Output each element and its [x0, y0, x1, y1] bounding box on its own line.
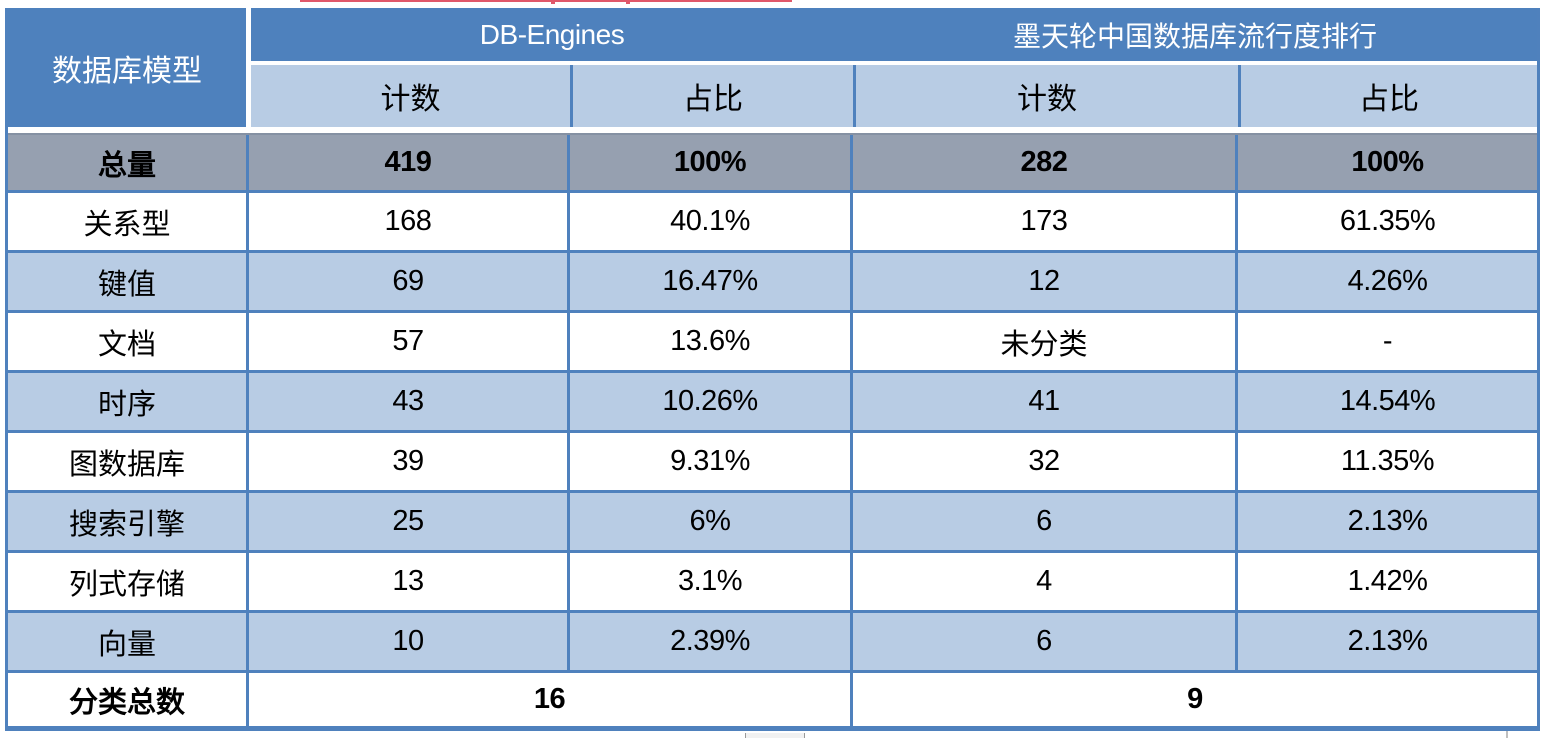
cell-value: 61.35% [1339, 205, 1436, 237]
database-model-comparison-table: 数据库模型 DB-Engines 墨天轮中国数据库流行度排行 计数 占比 计数 … [5, 8, 1540, 731]
table-header: 数据库模型 DB-Engines 墨天轮中国数据库流行度排行 计数 占比 计数 … [8, 8, 1537, 133]
sub-header-row: 计数 占比 计数 占比 [251, 65, 1537, 127]
cell-value: 282 [853, 135, 1238, 190]
row-label: 时序 [8, 373, 249, 430]
cell-value: 43 [249, 373, 570, 430]
cell-value: 1.42% [1347, 565, 1428, 597]
row-label: 总量 [8, 135, 249, 190]
row-label: 分类总数 [8, 673, 249, 726]
row-label: 文档 [8, 313, 249, 370]
sub-header-count-db: 计数 [380, 83, 441, 116]
cell-value: 25 [249, 493, 570, 550]
cell-value: 10 [249, 613, 570, 670]
header-body-divider [8, 127, 1537, 133]
cell-value: 57 [249, 313, 570, 370]
cell-value: 11.35% [1340, 445, 1435, 477]
cell-value: 10.26% [570, 373, 853, 430]
cell-value: 40.1% [570, 193, 853, 250]
table-row-vector: 向量 10 2.39% 6 2.13% [8, 613, 1537, 673]
sub-header-share-db: 占比 [570, 65, 853, 127]
row-label: 列式存储 [8, 553, 249, 610]
cell-value: 173 [853, 193, 1238, 250]
cell-value: 4.26% [1347, 265, 1428, 297]
group-header-motianlun: 墨天轮中国数据库流行度排行 [1012, 21, 1377, 53]
cropped-red-text-artifact [626, 0, 630, 4]
cell-value: 100% [570, 135, 853, 190]
cell-value: 16.47% [570, 253, 853, 310]
cell-value: 12 [853, 253, 1238, 310]
cell-value: 14.54% [1339, 385, 1436, 417]
group-header-db-engines: DB-Engines [479, 18, 625, 50]
cell-value: 32 [853, 433, 1238, 490]
corner-header-cell: 数据库模型 [8, 8, 246, 127]
cell-value: 3.1% [570, 553, 853, 610]
cell-value: 41 [853, 373, 1238, 430]
cell-value: 69 [249, 253, 570, 310]
cell-value: 4 [853, 553, 1238, 610]
cell-value: 2.13% [1347, 625, 1428, 657]
table-row-relational: 关系型 168 40.1% 173 61.35% [8, 193, 1537, 253]
cell-value: 2.13% [1347, 505, 1428, 537]
cropped-content-artifact [1506, 731, 1508, 738]
row-label: 向量 [8, 613, 249, 670]
table-row-columnar: 列式存储 13 3.1% 4 1.42% [8, 553, 1537, 613]
cell-value: 13 [249, 553, 570, 610]
row-label: 搜索引擎 [8, 493, 249, 550]
cropped-red-text-artifact [300, 0, 792, 2]
header-right-region: DB-Engines 墨天轮中国数据库流行度排行 计数 占比 计数 占比 [251, 8, 1537, 127]
cell-value: 6 [853, 613, 1238, 670]
group-header-row: DB-Engines 墨天轮中国数据库流行度排行 [251, 8, 1537, 61]
cell-db-engines-category-total: 16 [249, 673, 853, 726]
row-label: 键值 [8, 253, 249, 310]
table-row-search-engine: 搜索引擎 25 6% 6 2.13% [8, 493, 1537, 553]
cell-value: 6 [853, 493, 1238, 550]
table-row-graph: 图数据库 39 9.31% 32 11.35% [8, 433, 1537, 493]
table-row-key-value: 键值 69 16.47% 12 4.26% [8, 253, 1537, 313]
cell-value: 419 [249, 135, 570, 190]
header-divider [251, 61, 1537, 65]
cell-value: 6% [570, 493, 853, 550]
row-label: 图数据库 [8, 433, 249, 490]
cell-value: 39 [249, 433, 570, 490]
cell-value: 13.6% [570, 313, 853, 370]
cell-value: 未分类 [853, 313, 1238, 370]
table-row-document: 文档 57 13.6% 未分类 - [8, 313, 1537, 373]
cell-value: - [1382, 325, 1393, 357]
table-row-category-total: 分类总数 16 9 [8, 673, 1537, 726]
row-label: 关系型 [8, 193, 249, 250]
cropped-red-text-artifact [551, 0, 555, 4]
sub-header-count-mt: 计数 [853, 65, 1238, 127]
cropped-content-artifact [745, 733, 805, 738]
table-row-time-series: 时序 43 10.26% 41 14.54% [8, 373, 1537, 433]
cell-value: 2.39% [570, 613, 853, 670]
cell-value: 168 [249, 193, 570, 250]
sub-header-share-mt: 占比 [1238, 65, 1537, 127]
cell-motianlun-category-total: 9 [1187, 683, 1203, 715]
cell-value: 9.31% [570, 433, 853, 490]
cell-value: 100% [1351, 146, 1424, 178]
table-row-total: 总量 419 100% 282 100% [8, 133, 1537, 193]
